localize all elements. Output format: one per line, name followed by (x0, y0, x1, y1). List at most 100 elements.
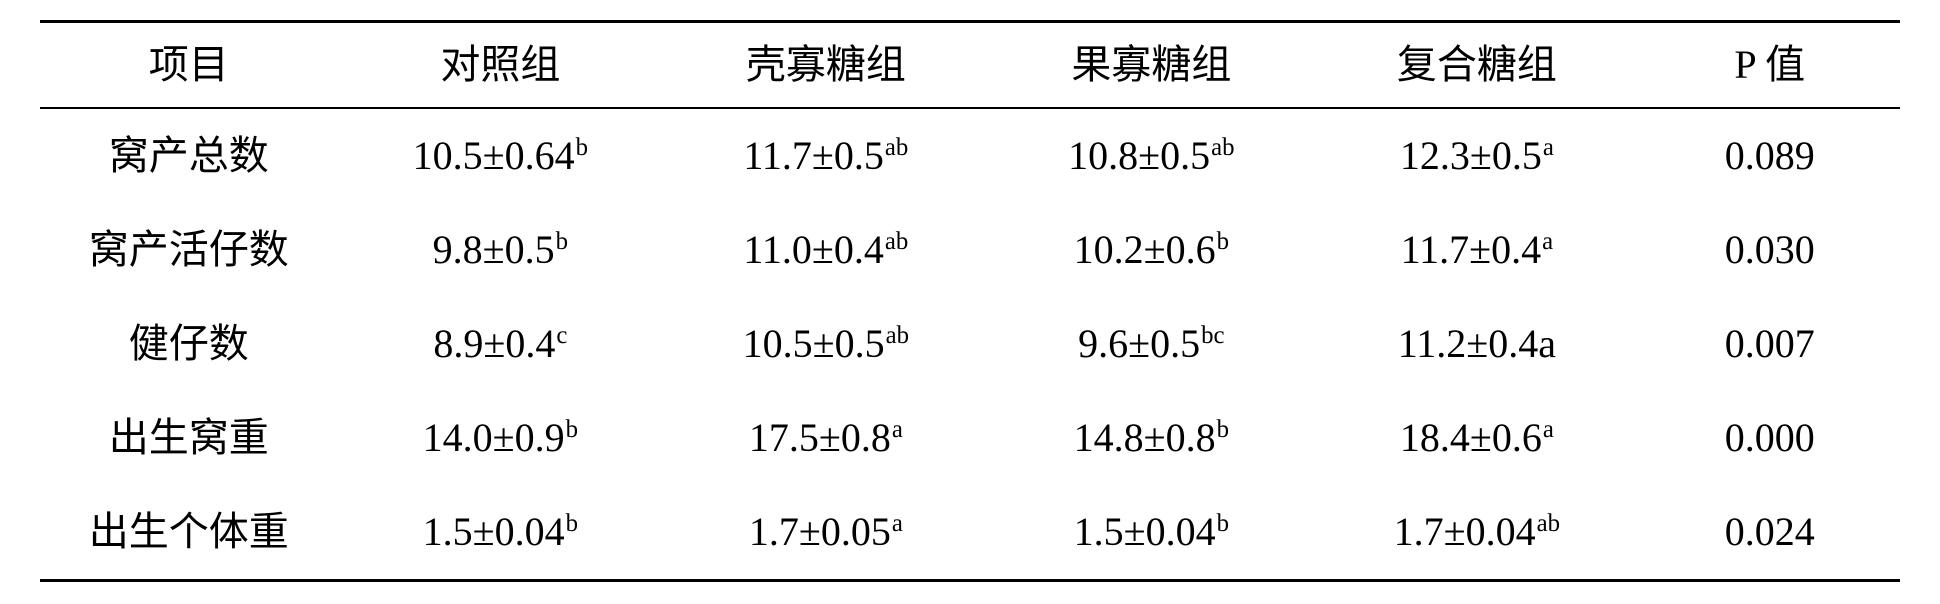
superscript: a (892, 416, 903, 443)
row-label: 出生窝重 (109, 415, 269, 460)
value-text: 11.7±0.5 (743, 133, 883, 178)
superscript: ab (1211, 134, 1234, 161)
col-header-label: 项目 (149, 42, 229, 87)
col-header: P 值 (1640, 22, 1900, 109)
data-cell: 8.9±0.4c (338, 297, 664, 391)
value-text: 11.0±0.4 (743, 227, 883, 272)
value-text: 1.7±0.05 (749, 509, 891, 554)
value-text: 8.9±0.4 (433, 321, 555, 366)
value-text: 9.6±0.5 (1078, 321, 1200, 366)
superscript: a (1543, 134, 1554, 161)
table-container: 项目 对照组 壳寡糖组 果寡糖组 复合糖组 P 值 窝产总数10.5±0.64b… (0, 0, 1940, 604)
col-header-label: P 值 (1734, 42, 1805, 87)
superscript: b (1217, 228, 1229, 255)
p-value: 0.007 (1725, 321, 1815, 366)
value-text: 1.5±0.04 (423, 509, 565, 554)
p-value-cell: 0.089 (1640, 108, 1900, 203)
data-cell: 14.0±0.9b (338, 391, 664, 485)
data-cell: 11.2±0.4a (1314, 297, 1640, 391)
table-row: 窝产总数10.5±0.64b11.7±0.5ab10.8±0.5ab12.3±0… (40, 108, 1900, 203)
value-text: 12.3±0.5 (1400, 133, 1542, 178)
row-label-cell: 出生窝重 (40, 391, 338, 485)
superscript: b (566, 416, 578, 443)
data-cell: 1.7±0.04ab (1314, 485, 1640, 581)
superscript: a (1542, 228, 1553, 255)
data-cell: 17.5±0.8a (663, 391, 989, 485)
col-header: 壳寡糖组 (663, 22, 989, 109)
value-wrap: 18.4±0.6a (1400, 418, 1554, 458)
table-header-row: 项目 对照组 壳寡糖组 果寡糖组 复合糖组 P 值 (40, 22, 1900, 109)
value-wrap: 10.2±0.6b (1074, 230, 1229, 270)
col-header: 果寡糖组 (989, 22, 1315, 109)
value-wrap: 1.5±0.04b (423, 512, 578, 552)
value-wrap: 10.5±0.64b (413, 136, 588, 176)
table-body: 窝产总数10.5±0.64b11.7±0.5ab10.8±0.5ab12.3±0… (40, 108, 1900, 581)
value-wrap: 9.8±0.5b (433, 230, 568, 270)
row-label: 健仔数 (129, 321, 249, 366)
value-wrap: 10.8±0.5ab (1068, 136, 1234, 176)
value-text: 17.5±0.8 (749, 415, 891, 460)
row-label-cell: 窝产活仔数 (40, 203, 338, 297)
data-cell: 1.5±0.04b (989, 485, 1315, 581)
data-cell: 11.7±0.4a (1314, 203, 1640, 297)
value-text: 10.8±0.5 (1068, 133, 1210, 178)
data-cell: 12.3±0.5a (1314, 108, 1640, 203)
value-text: 18.4±0.6 (1400, 415, 1542, 460)
superscript: bc (1201, 322, 1224, 349)
table-row: 出生个体重1.5±0.04b1.7±0.05a1.5±0.04b1.7±0.04… (40, 485, 1900, 581)
superscript: b (556, 228, 568, 255)
value-wrap: 1.7±0.05a (749, 512, 903, 552)
value-wrap: 1.5±0.04b (1074, 512, 1229, 552)
col-header-label: 复合糖组 (1397, 42, 1557, 87)
table-row: 出生窝重14.0±0.9b17.5±0.8a14.8±0.8b18.4±0.6a… (40, 391, 1900, 485)
data-cell: 1.5±0.04b (338, 485, 664, 581)
superscript: b (1217, 510, 1229, 537)
value-text: 11.2±0.4a (1398, 321, 1556, 366)
value-wrap: 11.7±0.4a (1401, 230, 1553, 270)
superscript: a (1543, 416, 1554, 443)
value-text: 10.5±0.64 (413, 133, 575, 178)
table-row: 窝产活仔数9.8±0.5b11.0±0.4ab10.2±0.6b11.7±0.4… (40, 203, 1900, 297)
data-cell: 9.8±0.5b (338, 203, 664, 297)
value-wrap: 10.5±0.5ab (743, 324, 909, 364)
data-cell: 10.2±0.6b (989, 203, 1315, 297)
value-text: 1.5±0.04 (1074, 509, 1216, 554)
p-value-cell: 0.024 (1640, 485, 1900, 581)
data-cell: 9.6±0.5bc (989, 297, 1315, 391)
value-text: 1.7±0.04 (1394, 509, 1536, 554)
superscript: ab (1537, 510, 1560, 537)
value-wrap: 11.0±0.4ab (743, 230, 908, 270)
value-wrap: 12.3±0.5a (1400, 136, 1554, 176)
col-header: 对照组 (338, 22, 664, 109)
p-value: 0.030 (1725, 227, 1815, 272)
row-label-cell: 窝产总数 (40, 108, 338, 203)
p-value-cell: 0.000 (1640, 391, 1900, 485)
value-wrap: 14.0±0.9b (423, 418, 578, 458)
value-wrap: 11.7±0.5ab (743, 136, 908, 176)
p-value: 0.024 (1725, 509, 1815, 554)
superscript: ab (886, 322, 909, 349)
value-wrap: 1.7±0.04ab (1394, 512, 1560, 552)
value-wrap: 14.8±0.8b (1074, 418, 1229, 458)
data-cell: 14.8±0.8b (989, 391, 1315, 485)
p-value: 0.000 (1725, 415, 1815, 460)
superscript: b (576, 134, 588, 161)
row-label-cell: 出生个体重 (40, 485, 338, 581)
col-header: 项目 (40, 22, 338, 109)
table-row: 健仔数 8.9±0.4c 10.5±0.5ab 9.6±0.5bc 11.2±0.4a 0… (40, 297, 1900, 391)
data-cell: 11.0±0.4ab (663, 203, 989, 297)
p-value-cell: 0.007 (1640, 297, 1900, 391)
value-text: 11.7±0.4 (1401, 227, 1541, 272)
p-value-cell: 0.030 (1640, 203, 1900, 297)
data-cell: 11.7±0.5ab (663, 108, 989, 203)
data-cell: 1.7±0.05a (663, 485, 989, 581)
data-cell: 10.8±0.5ab (989, 108, 1315, 203)
row-label-cell: 健仔数 (40, 297, 338, 391)
data-cell: 10.5±0.5ab (663, 297, 989, 391)
col-header: 复合糖组 (1314, 22, 1640, 109)
superscript: a (892, 510, 903, 537)
col-header-label: 对照组 (440, 42, 560, 87)
superscript: ab (885, 134, 908, 161)
value-wrap: 17.5±0.8a (749, 418, 903, 458)
col-header-label: 壳寡糖组 (746, 42, 906, 87)
